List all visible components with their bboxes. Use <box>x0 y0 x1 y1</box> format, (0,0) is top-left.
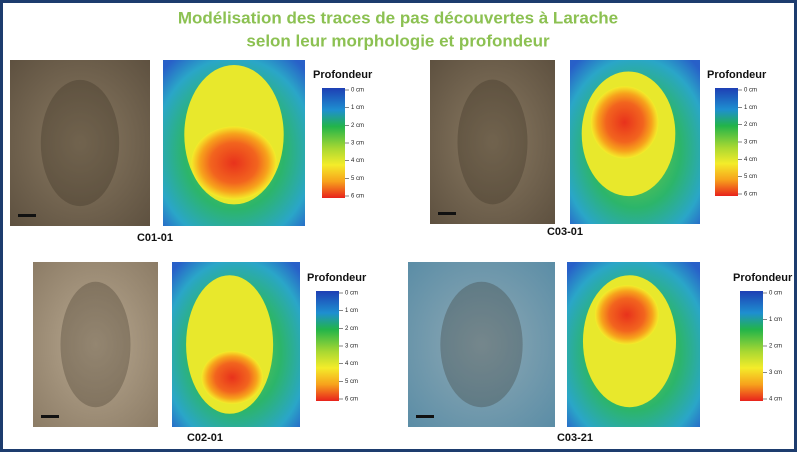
legend-label: 6 cm <box>744 192 757 198</box>
scale-bar <box>18 214 36 217</box>
legend-label: 0 cm <box>345 291 358 297</box>
panel-label: C01-01 <box>137 232 173 244</box>
legend-label: 1 cm <box>345 308 358 314</box>
color-bar <box>740 291 763 401</box>
photo <box>430 60 555 224</box>
legend-label: 3 cm <box>769 370 782 376</box>
legend-label: 5 cm <box>345 379 358 385</box>
title: Modélisation des traces de pas découvert… <box>178 8 618 27</box>
legend-label: 3 cm <box>744 140 757 146</box>
color-bar <box>316 291 339 401</box>
legend-label: 5 cm <box>351 176 364 182</box>
scale-bar <box>41 415 59 418</box>
depth-zone <box>590 86 659 159</box>
scale-bar <box>438 212 456 215</box>
depth-zone <box>191 126 277 200</box>
title: selon leur morphologie et profondeur <box>246 31 550 50</box>
panel-label: C03-21 <box>557 432 593 444</box>
legend-label: 0 cm <box>769 291 782 297</box>
depth-zone <box>201 351 263 404</box>
panel-label: C03-01 <box>547 226 583 238</box>
legend-label: 5 cm <box>744 174 757 180</box>
color-bar <box>715 88 738 196</box>
legend-label: 4 cm <box>351 158 364 164</box>
legend-label: 4 cm <box>769 397 782 403</box>
legend-label: 1 cm <box>351 105 364 111</box>
legend-title: Profondeur <box>313 69 373 81</box>
legend-title: Profondeur <box>733 272 793 284</box>
footprint-imprint <box>40 79 120 207</box>
footprint-imprint <box>457 79 528 205</box>
legend-label: 2 cm <box>345 326 358 332</box>
legend-title: Profondeur <box>307 272 367 284</box>
footprint-imprint <box>440 281 523 408</box>
legend-label: 3 cm <box>345 344 358 350</box>
photo <box>10 60 150 226</box>
photo <box>408 262 555 427</box>
legend-label: 2 cm <box>744 122 757 128</box>
legend-label: 4 cm <box>345 361 358 367</box>
color-bar <box>322 88 345 198</box>
legend-title: Profondeur <box>707 69 767 81</box>
legend-label: 4 cm <box>744 157 757 163</box>
panel-label: C02-01 <box>187 432 223 444</box>
depth-zone <box>594 285 659 345</box>
legend-label: 0 cm <box>744 88 757 94</box>
legend-label: 3 cm <box>351 141 364 147</box>
footprint-imprint <box>60 281 131 408</box>
legend-label: 0 cm <box>351 88 364 94</box>
legend-label: 1 cm <box>769 317 782 323</box>
legend-label: 6 cm <box>351 194 364 200</box>
scale-bar <box>416 415 434 418</box>
legend-label: 6 cm <box>345 397 358 403</box>
legend-label: 2 cm <box>769 344 782 350</box>
photo <box>33 262 158 427</box>
legend-label: 1 cm <box>744 105 757 111</box>
legend-label: 2 cm <box>351 123 364 129</box>
